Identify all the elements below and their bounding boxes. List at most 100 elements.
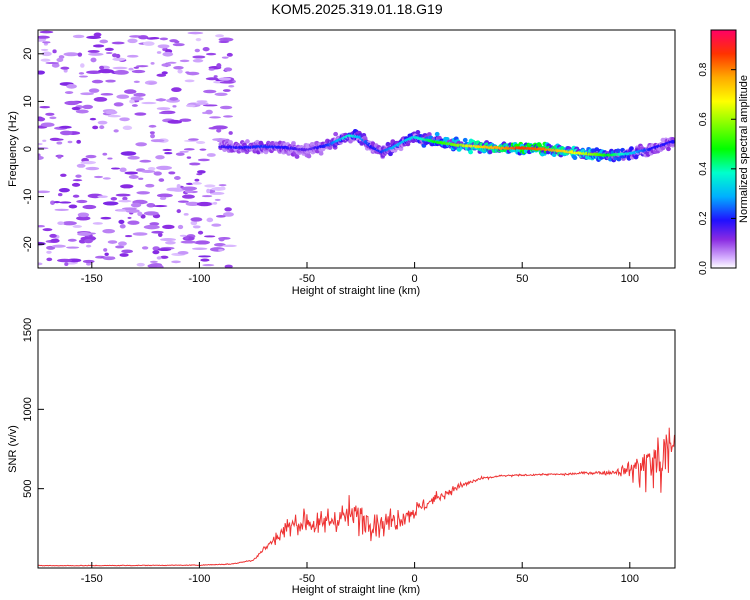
x-tick-label: -100 — [188, 573, 210, 585]
noise-cell — [219, 186, 226, 191]
noise-cell — [216, 63, 222, 68]
x-tick-label: 50 — [516, 573, 528, 585]
noise-cell — [127, 38, 138, 44]
noise-cell — [67, 140, 73, 144]
noise-cell — [218, 238, 225, 242]
noise-cell — [78, 72, 85, 75]
noise-cell — [126, 54, 139, 58]
noise-cell — [75, 174, 82, 178]
x-tick-label: -50 — [299, 573, 315, 585]
noise-cell — [72, 34, 85, 39]
noise-cell — [103, 248, 108, 252]
noise-cell — [157, 232, 163, 237]
noise-cell — [80, 160, 97, 165]
noise-cell — [104, 47, 114, 51]
colorbar-label: Normalized spectral amplitude — [738, 75, 750, 223]
noise-cell — [85, 154, 97, 159]
noise-cell — [146, 202, 156, 208]
noise-cell — [192, 55, 206, 59]
noise-cell — [145, 183, 155, 188]
noise-cell — [63, 52, 79, 57]
noise-cell — [130, 202, 142, 208]
noise-cell — [115, 193, 131, 197]
noise-cell — [42, 139, 47, 142]
ridge-cell — [415, 130, 421, 135]
noise-cell — [38, 35, 50, 39]
noise-cell — [133, 92, 146, 97]
noise-cell — [202, 104, 218, 107]
noise-cell — [118, 199, 132, 203]
noise-cell — [224, 207, 232, 212]
spectrogram-y-ticks: -20 -10 0 10 20 — [22, 48, 44, 252]
noise-cell — [51, 63, 60, 68]
noise-cell — [113, 70, 129, 75]
colorbar-ticks: 0.0 0.2 0.4 0.6 0.8 — [698, 62, 736, 275]
noise-cell — [173, 66, 184, 70]
noise-cell — [91, 79, 104, 84]
noise-cell — [183, 148, 195, 151]
ridge-cell — [294, 154, 300, 159]
noise-cell — [112, 57, 126, 61]
noise-cell — [177, 200, 189, 203]
noise-cell — [162, 224, 175, 230]
noise-cell — [189, 162, 201, 166]
noise-cell — [76, 163, 86, 168]
noise-cell — [187, 31, 204, 35]
noise-cell — [102, 256, 116, 261]
noise-cell — [177, 251, 189, 255]
noise-cell — [149, 131, 155, 135]
noise-cell — [221, 56, 229, 59]
noise-cell — [49, 233, 57, 238]
noise-cell — [127, 220, 140, 225]
noise-cell — [133, 80, 140, 83]
noise-cell — [194, 178, 200, 182]
noise-cell — [151, 230, 164, 234]
noise-cell — [156, 165, 173, 170]
noise-cell — [60, 66, 70, 70]
noise-cell — [160, 238, 176, 242]
noise-cell — [179, 150, 189, 153]
noise-cell — [204, 184, 216, 188]
noise-cell — [111, 53, 118, 58]
noise-cell — [143, 41, 155, 46]
noise-cell — [110, 196, 118, 201]
noise-cell — [121, 249, 134, 254]
noise-cell — [136, 262, 145, 267]
noise-cell — [199, 148, 207, 151]
noise-cell — [200, 258, 210, 262]
noise-cell — [56, 57, 64, 62]
noise-cell — [198, 255, 211, 258]
noise-cell — [181, 186, 198, 191]
noise-cell — [162, 51, 174, 57]
noise-cell — [86, 70, 102, 75]
noise-cell — [191, 247, 208, 251]
ridge-cell — [318, 151, 324, 156]
colorbar: 0.0 0.2 0.4 0.6 0.8 Normalized spectral ampl… — [698, 29, 750, 275]
x-tick-label: 0 — [412, 573, 418, 585]
noise-cell — [104, 252, 109, 256]
noise-cell — [149, 222, 160, 226]
noise-cell — [177, 224, 184, 230]
noise-cell — [113, 102, 124, 107]
noise-cell — [196, 173, 203, 176]
noise-cell — [228, 131, 233, 135]
noise-cell — [86, 262, 92, 266]
noise-cell — [39, 105, 51, 109]
noise-cell — [97, 69, 114, 74]
noise-cell — [194, 240, 210, 245]
noise-cell — [100, 216, 112, 220]
noise-cell — [205, 77, 219, 81]
noise-cell — [80, 92, 95, 96]
noise-cell — [100, 93, 114, 96]
noise-cell — [209, 116, 222, 119]
noise-cell — [177, 69, 183, 74]
noise-cell — [105, 52, 113, 55]
noise-cell — [168, 171, 176, 175]
noise-cell — [119, 167, 127, 173]
noise-cell — [80, 63, 85, 68]
y-tick-label: 20 — [22, 48, 34, 60]
ridge-cell — [487, 149, 493, 155]
noise-cell — [220, 105, 233, 110]
noise-cell — [49, 116, 57, 120]
